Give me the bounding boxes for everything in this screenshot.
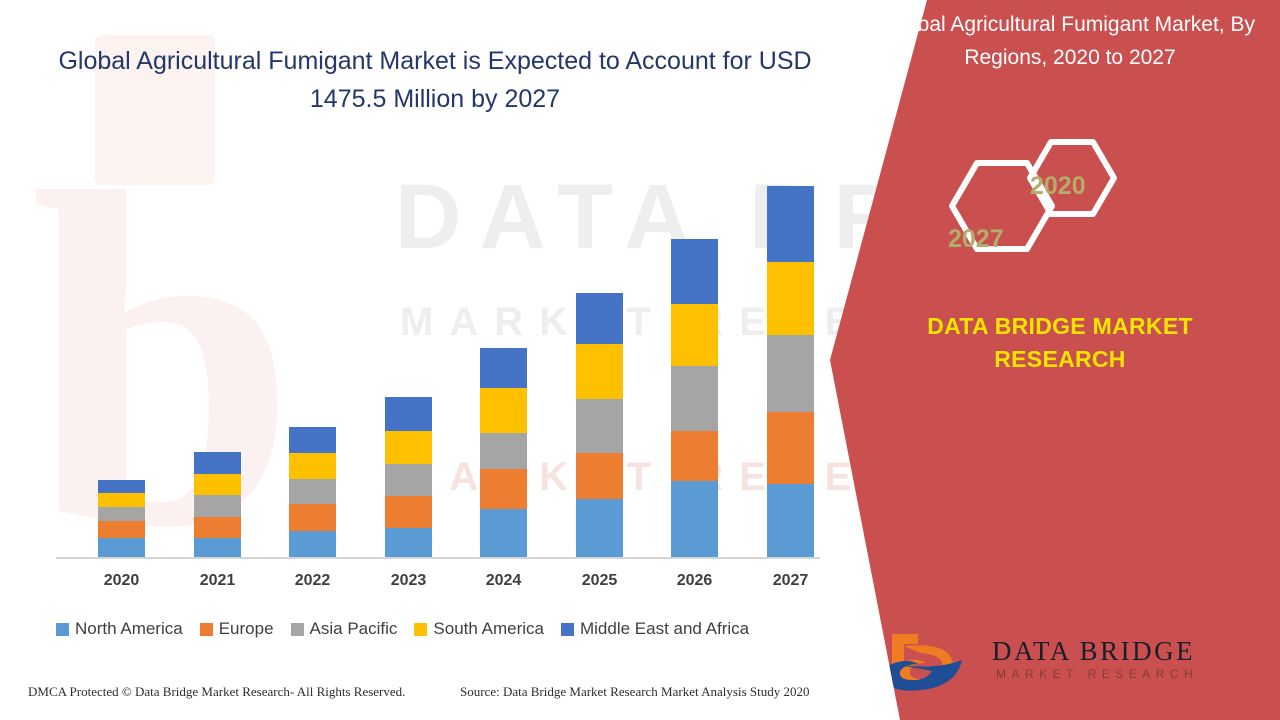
legend-swatch-icon <box>414 622 428 636</box>
bar-2020 <box>98 480 145 558</box>
bar-segment-2022-north-america <box>289 531 336 558</box>
stacked-bar-chart <box>56 160 820 558</box>
legend-item-asia-pacific[interactable]: Asia Pacific <box>290 619 398 639</box>
bar-segment-2021-asia-pacific <box>194 495 241 517</box>
logo-name: DATA BRIDGE <box>992 636 1196 666</box>
bar-segment-2021-europe <box>194 517 241 538</box>
legend-swatch-icon <box>199 622 213 636</box>
bar-segment-2022-asia-pacific <box>289 479 336 504</box>
bar-segment-2026-north-america <box>671 481 718 558</box>
bar-2026 <box>671 239 718 558</box>
bar-segment-2022-middle-east-and-africa <box>289 427 336 453</box>
branding-panel: Global Agricultural Fumigant Market, By … <box>830 0 1280 720</box>
bar-segment-2020-asia-pacific <box>98 507 145 521</box>
bar-segment-2027-europe <box>767 412 814 484</box>
hexagon-2027-label: 2027 <box>948 225 1004 253</box>
x-tick-2020: 2020 <box>103 572 140 589</box>
bar-segment-2025-south-america <box>576 344 623 399</box>
bar-segment-2023-asia-pacific <box>385 464 432 496</box>
bar-segment-2026-europe <box>671 431 718 481</box>
x-axis-line <box>56 557 820 559</box>
bar-segment-2024-north-america <box>480 509 527 558</box>
bar-2021 <box>194 452 241 558</box>
bar-segment-2020-north-america <box>98 538 145 558</box>
chart-panel: Global Agricultural Fumigant Market is E… <box>28 47 846 699</box>
bar-segment-2026-middle-east-and-africa <box>671 239 718 304</box>
bar-segment-2023-south-america <box>385 431 432 464</box>
bar-segment-2020-middle-east-and-africa <box>98 480 145 493</box>
legend-label: Europe <box>218 619 274 638</box>
legend-label: Asia Pacific <box>309 619 398 638</box>
bar-2025 <box>576 293 623 558</box>
hexagon-outline-group <box>949 139 1117 252</box>
bar-segment-2024-asia-pacific <box>480 433 527 469</box>
x-tick-2022: 2022 <box>294 572 331 589</box>
bar-segment-2027-asia-pacific <box>767 335 814 412</box>
legend-swatch-icon <box>560 622 574 636</box>
bar-segment-2025-asia-pacific <box>576 399 623 453</box>
x-tick-2026: 2026 <box>676 572 713 589</box>
bar-segment-2023-middle-east-and-africa <box>385 397 432 431</box>
legend-label: Middle East and Africa <box>579 619 750 638</box>
brand-name: DATA BRIDGE MARKET RESEARCH <box>927 313 1193 372</box>
hexagon-badges: 2027 2020 <box>920 128 1150 293</box>
logo-mark-icon <box>883 634 962 691</box>
x-tick-2025: 2025 <box>581 572 618 589</box>
legend-item-north-america[interactable]: North America <box>56 619 183 639</box>
legend-swatch-icon <box>290 622 304 636</box>
legend-label: South America <box>433 619 544 638</box>
bar-segment-2024-europe <box>480 469 527 509</box>
chart-legend: North America Europe Asia Pacific South Ame… <box>56 617 846 641</box>
bar-2022 <box>289 427 336 558</box>
legend-swatch-icon <box>56 622 69 636</box>
bar-segment-2027-south-america <box>767 262 814 335</box>
company-logo: DATA BRIDGE MARKET RESEARCH <box>870 628 1230 698</box>
chart-title: Global Agricultural Fumigant Market is E… <box>58 47 812 113</box>
bar-segment-2027-north-america <box>767 484 814 558</box>
bar-segment-2021-south-america <box>194 474 241 495</box>
x-tick-2021: 2021 <box>199 572 236 589</box>
bar-segment-2023-europe <box>385 496 432 528</box>
legend-item-europe[interactable]: Europe <box>199 619 274 639</box>
bar-2024 <box>480 348 527 558</box>
panel-subtitle: Global Agricultural Fumigant Market, By … <box>885 13 1255 69</box>
x-tick-2024: 2024 <box>485 572 522 589</box>
bar-segment-2020-europe <box>98 521 145 538</box>
bar-segment-2022-south-america <box>289 453 336 479</box>
bar-segment-2023-north-america <box>385 528 432 558</box>
bar-segment-2025-north-america <box>576 499 623 558</box>
legend-label: North America <box>75 619 183 638</box>
bar-segment-2026-south-america <box>671 304 718 366</box>
hexagon-2027-shape <box>949 160 1055 252</box>
bar-segment-2025-europe <box>576 453 623 499</box>
hexagon-2020-shape <box>1027 139 1117 217</box>
copyright-notice: DMCA Protected © Data Bridge Market Rese… <box>28 684 406 699</box>
legend-item-south-america[interactable]: South America <box>414 619 544 639</box>
bar-2023 <box>385 397 432 558</box>
bar-segment-2025-middle-east-and-africa <box>576 293 623 344</box>
bar-segment-2021-north-america <box>194 538 241 558</box>
bar-2027 <box>767 186 814 558</box>
bar-segment-2027-middle-east-and-africa <box>767 186 814 262</box>
bar-segment-2021-middle-east-and-africa <box>194 452 241 474</box>
x-tick-2023: 2023 <box>390 572 427 589</box>
bar-segment-2024-south-america <box>480 388 527 433</box>
logo-subtitle: MARKET RESEARCH <box>996 667 1199 681</box>
bar-segment-2020-south-america <box>98 493 145 507</box>
bar-segment-2022-europe <box>289 504 336 531</box>
bar-segment-2026-asia-pacific <box>671 366 718 431</box>
legend-item-middle-east-and-africa[interactable]: Middle East and Africa <box>560 619 750 639</box>
source-note: Source: Data Bridge Market Research Mark… <box>460 684 810 699</box>
x-tick-2027: 2027 <box>772 572 809 589</box>
bar-segment-2024-middle-east-and-africa <box>480 348 527 388</box>
x-axis-tick-labels: 2020 2021 2022 2023 2024 2025 2026 2027 <box>56 572 820 598</box>
hexagon-2020-label: 2020 <box>1030 172 1086 200</box>
